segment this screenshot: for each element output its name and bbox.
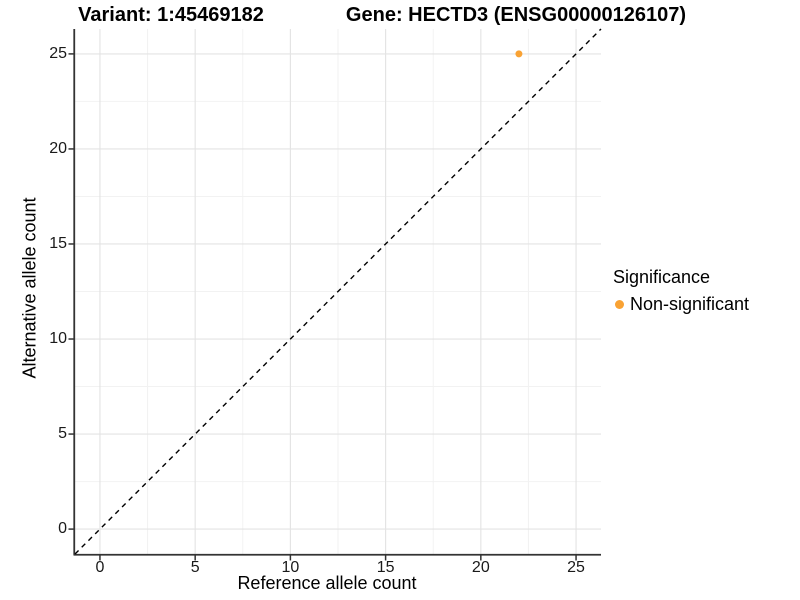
- y-tick-label: 20: [49, 139, 67, 157]
- x-tick-label: 5: [190, 559, 200, 576]
- y-tick-label: 10: [49, 330, 67, 348]
- x-tick-label: 20: [471, 559, 490, 576]
- y-tick-label: 15: [49, 234, 67, 252]
- legend-item: Non-significant: [613, 294, 749, 315]
- gene-title: Gene: HECTD3 (ENSG00000126107): [345, 4, 687, 26]
- y-tick-label: 25: [49, 44, 67, 62]
- legend-point-icon: [615, 300, 624, 309]
- legend-title: Significance: [613, 267, 711, 287]
- legend-item-label: Non-significant: [630, 294, 750, 314]
- data-point: [515, 50, 523, 58]
- y-axis-title: Alternative allele count: [19, 197, 40, 379]
- x-axis-title: Reference allele count: [237, 573, 417, 593]
- x-tick-label: 15: [376, 559, 395, 576]
- identity-dashed-line: [74, 28, 602, 555]
- x-tick-label: 10: [281, 559, 300, 576]
- y-tick-label: 5: [58, 425, 67, 443]
- y-tick-label: 0: [58, 520, 67, 538]
- variant-title: Variant: 1:45469182: [78, 4, 264, 26]
- legend: Significance Non-significant: [613, 267, 749, 315]
- x-tick-label: 25: [567, 559, 585, 576]
- x-tick-label: 0: [95, 559, 105, 576]
